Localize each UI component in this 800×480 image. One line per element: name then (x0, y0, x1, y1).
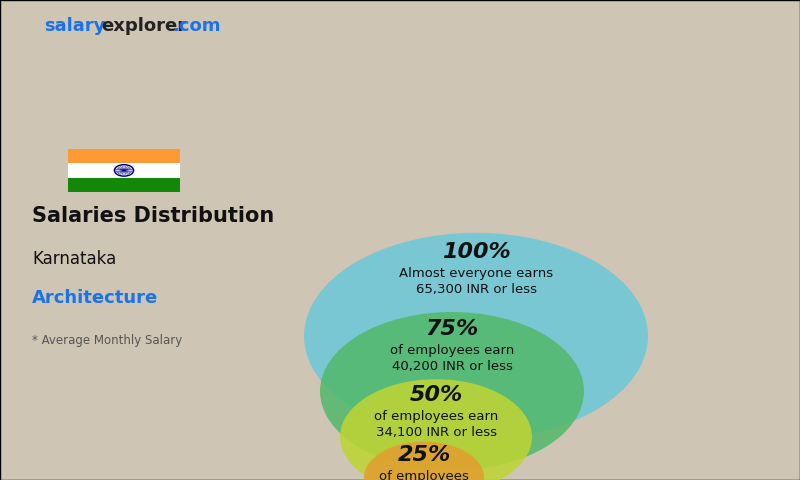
Bar (68, 178, 180, 192)
Text: Almost everyone earns: Almost everyone earns (399, 267, 553, 280)
Text: 100%: 100% (442, 242, 510, 263)
Text: * Average Monthly Salary: * Average Monthly Salary (32, 334, 182, 348)
Text: 25%: 25% (398, 445, 450, 466)
Text: 75%: 75% (426, 319, 478, 339)
Circle shape (340, 379, 532, 480)
Text: of employees: of employees (379, 470, 469, 480)
Text: Karnataka: Karnataka (32, 250, 116, 268)
Bar (68, 149, 180, 163)
Text: 34,100 INR or less: 34,100 INR or less (375, 426, 497, 439)
Bar (68, 163, 180, 178)
Text: explorer: explorer (102, 17, 186, 36)
Text: 40,200 INR or less: 40,200 INR or less (391, 360, 513, 373)
Text: Architecture: Architecture (32, 288, 158, 307)
Text: of employees earn: of employees earn (390, 344, 514, 357)
Text: salary: salary (44, 17, 106, 36)
Text: 65,300 INR or less: 65,300 INR or less (415, 283, 537, 296)
Circle shape (304, 233, 648, 439)
Circle shape (320, 312, 584, 470)
Text: .com: .com (172, 17, 221, 36)
Text: of employees earn: of employees earn (374, 410, 498, 423)
Text: 50%: 50% (410, 385, 462, 405)
Text: Salaries Distribution: Salaries Distribution (32, 206, 274, 226)
Circle shape (364, 442, 484, 480)
